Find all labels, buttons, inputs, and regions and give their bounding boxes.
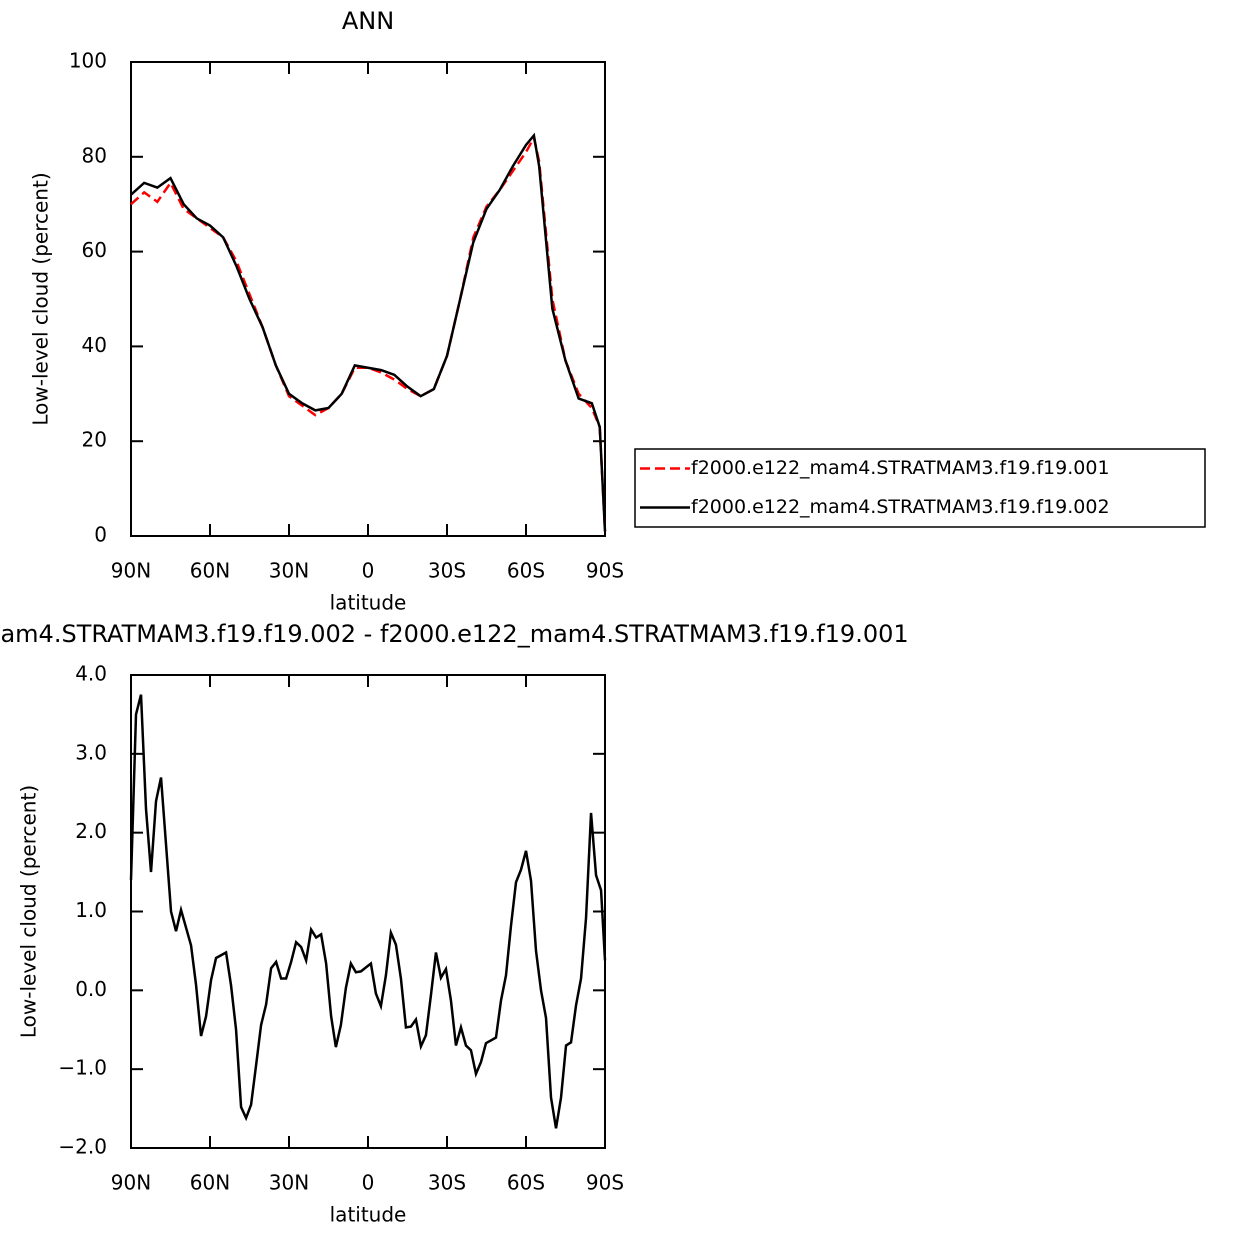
y-tick-label: −2.0 <box>58 1135 107 1159</box>
x-tick-label: 0 <box>362 1171 375 1195</box>
y-tick-label: 100 <box>69 49 107 73</box>
x-tick-label: 90N <box>111 1171 151 1195</box>
legend-label: f2000.e122_mam4.STRATMAM3.f19.f19.002 <box>691 496 1110 518</box>
y-tick-label: 4.0 <box>75 662 107 686</box>
y-tick-label: 0.0 <box>75 977 107 1001</box>
y-axis-label: Low-level cloud (percent) <box>17 785 41 1038</box>
x-tick-label: 30S <box>428 559 466 583</box>
x-tick-label: 30S <box>428 1171 466 1195</box>
y-tick-label: 2.0 <box>75 819 107 843</box>
x-tick-label: 60N <box>190 1171 230 1195</box>
x-tick-label: 0 <box>362 559 375 583</box>
x-tick-label: 60S <box>507 1171 545 1195</box>
x-tick-label: 60S <box>507 559 545 583</box>
x-axis-label: latitude <box>330 591 407 615</box>
y-tick-label: 60 <box>82 238 107 262</box>
data-line <box>130 132 607 532</box>
y-tick-label: 3.0 <box>75 740 107 764</box>
x-tick-label: 30N <box>269 1171 309 1195</box>
x-tick-label: 90S <box>586 1171 624 1195</box>
y-tick-label: 80 <box>82 143 107 167</box>
data-line <box>129 694 607 1129</box>
y-tick-label: 1.0 <box>75 898 107 922</box>
x-axis-label: latitude <box>330 1203 407 1227</box>
y-tick-label: −1.0 <box>58 1056 107 1080</box>
y-tick-label: 20 <box>82 428 107 452</box>
plot-title: ANN <box>342 7 394 35</box>
x-tick-label: 30N <box>269 559 309 583</box>
x-tick-label: 60N <box>190 559 230 583</box>
y-tick-label: 40 <box>82 333 107 357</box>
legend-label: f2000.e122_mam4.STRATMAM3.f19.f19.001 <box>691 457 1110 479</box>
y-axis-label: Low-level cloud (percent) <box>29 172 53 425</box>
x-tick-label: 90N <box>111 559 151 583</box>
legend-box <box>634 448 1206 528</box>
plot-frame <box>130 61 606 537</box>
y-tick-label: 0 <box>94 523 107 547</box>
x-tick-label: 90S <box>586 559 624 583</box>
plot-title: f2000.e122_mam4.STRATMAM3.f19.f19.002 - … <box>0 620 909 648</box>
plot-frame <box>130 674 606 1149</box>
